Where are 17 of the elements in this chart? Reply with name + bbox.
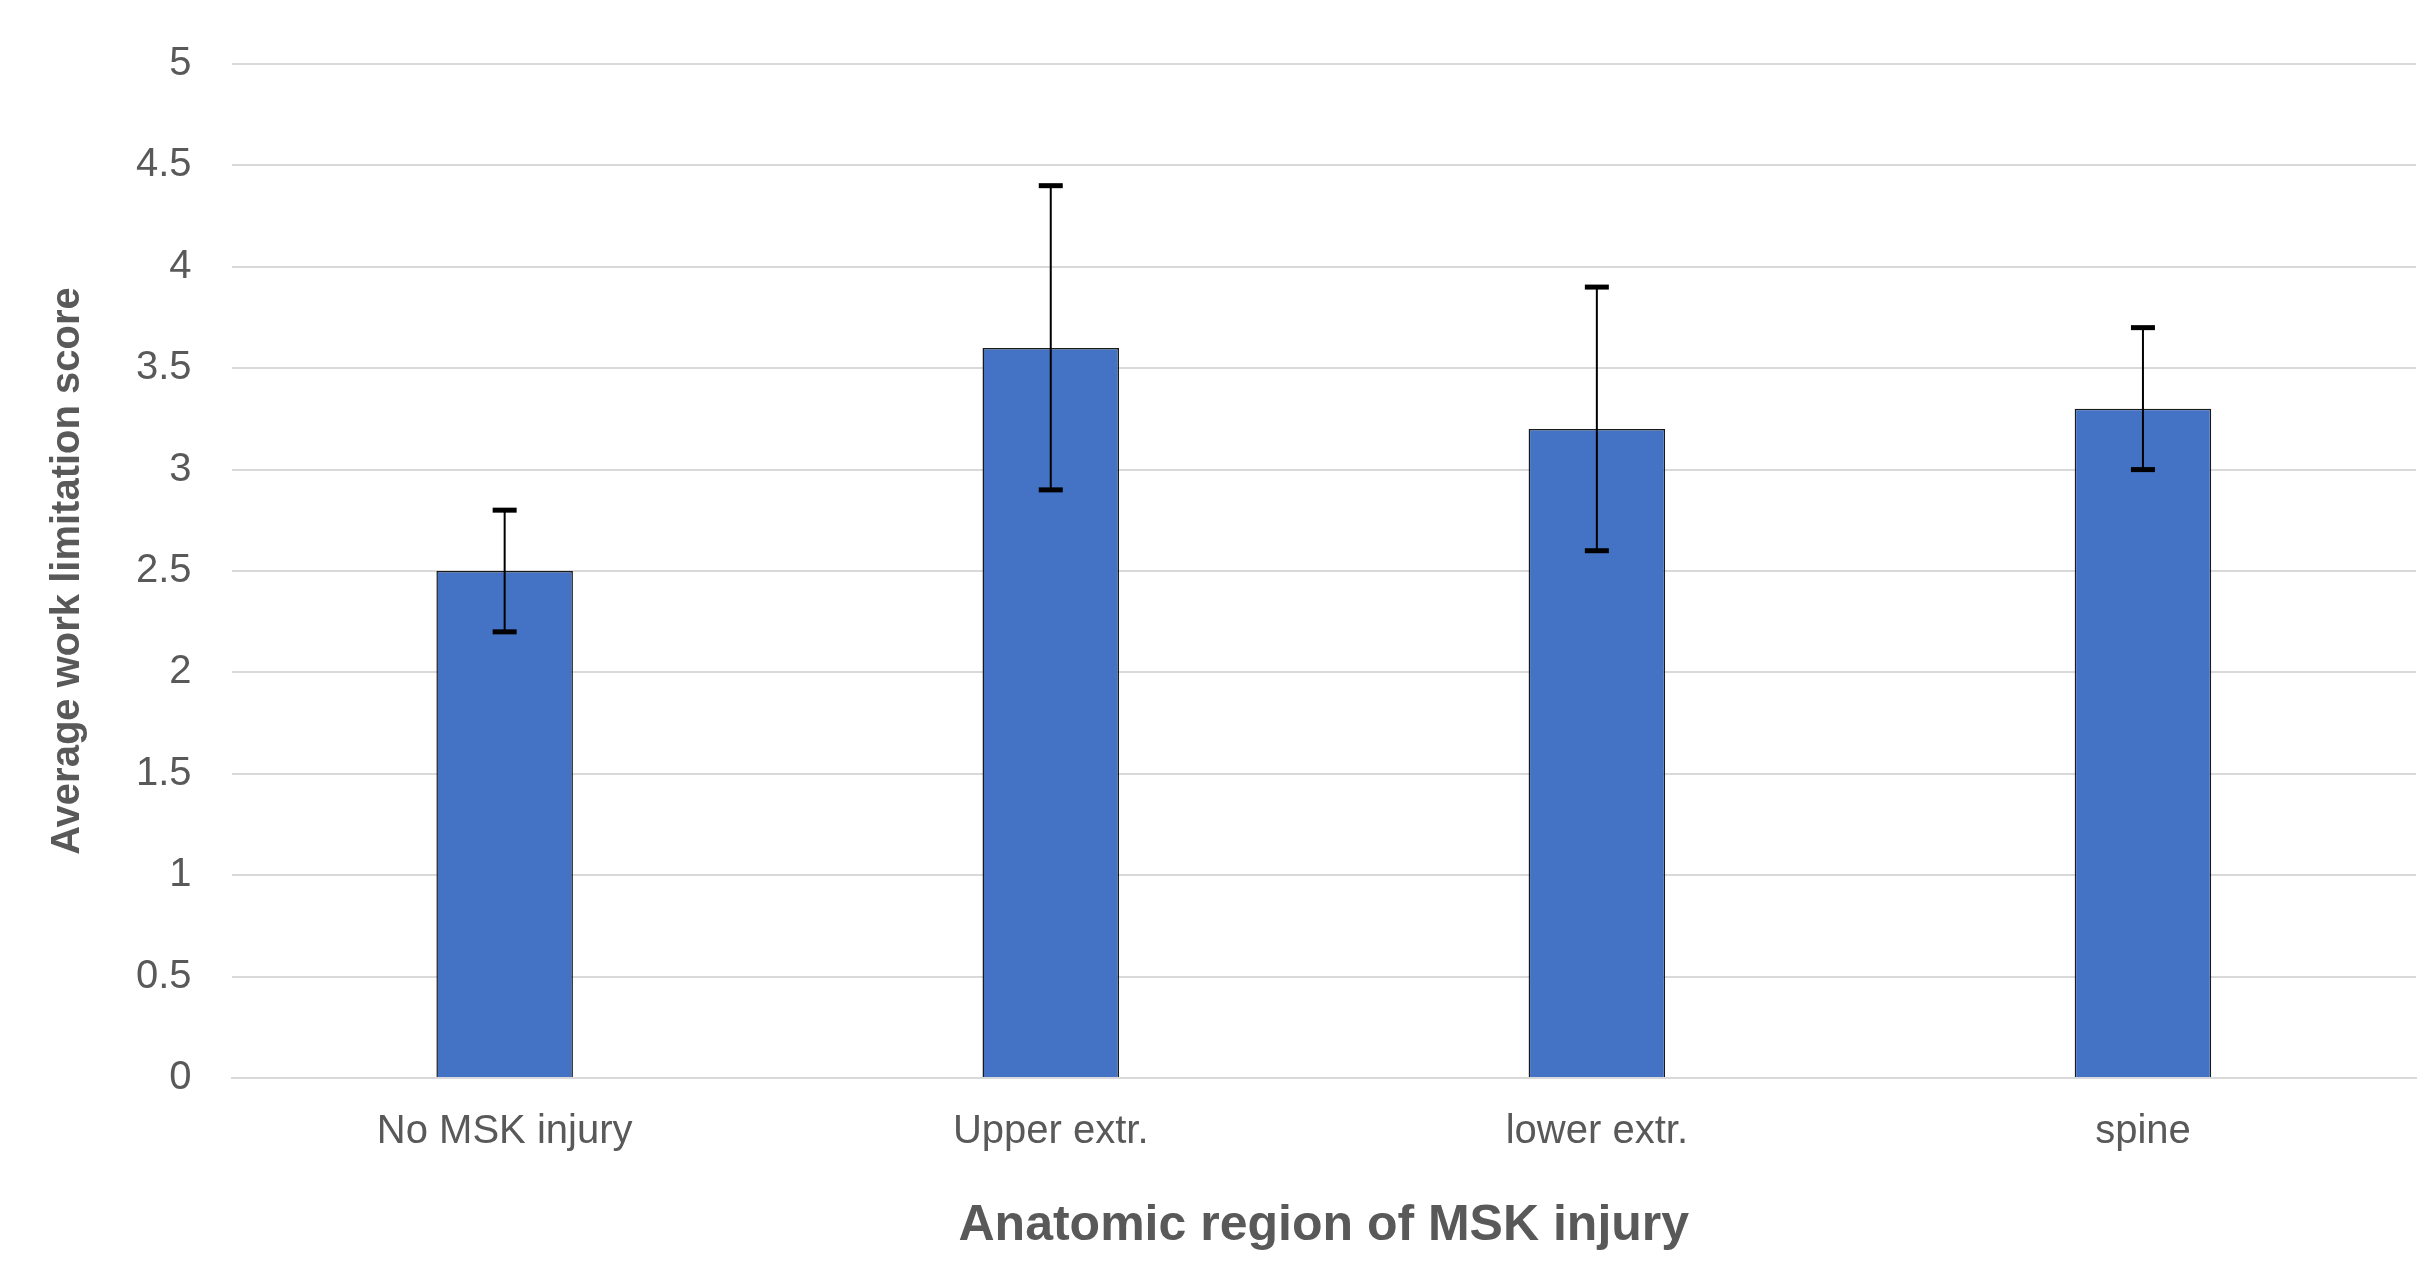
x-tick-label: No MSK injury: [376, 1107, 633, 1152]
y-tick-label: 1.5: [136, 748, 192, 793]
y-tick-label: 1: [169, 850, 192, 895]
y-tick-label: 3.5: [136, 343, 192, 388]
y-tick-label: 3: [169, 444, 192, 489]
y-tick-label: 4.5: [136, 140, 192, 185]
x-axis-title: Anatomic region of MSK injury: [958, 1194, 1690, 1251]
x-tick-label: Upper extr.: [952, 1107, 1149, 1152]
y-tick-label: 0: [169, 1053, 192, 1098]
y-tick-label: 2.5: [136, 546, 192, 591]
x-tick-label: lower extr.: [1505, 1107, 1688, 1152]
x-tick-label: spine: [2095, 1107, 2191, 1152]
y-axis-title: Average work limitation score: [43, 287, 88, 855]
y-tick-label: 2: [169, 647, 192, 692]
y-tick-label: 5: [169, 39, 192, 84]
y-tick-label: 0.5: [136, 951, 192, 996]
y-tick-label: 4: [169, 241, 192, 286]
